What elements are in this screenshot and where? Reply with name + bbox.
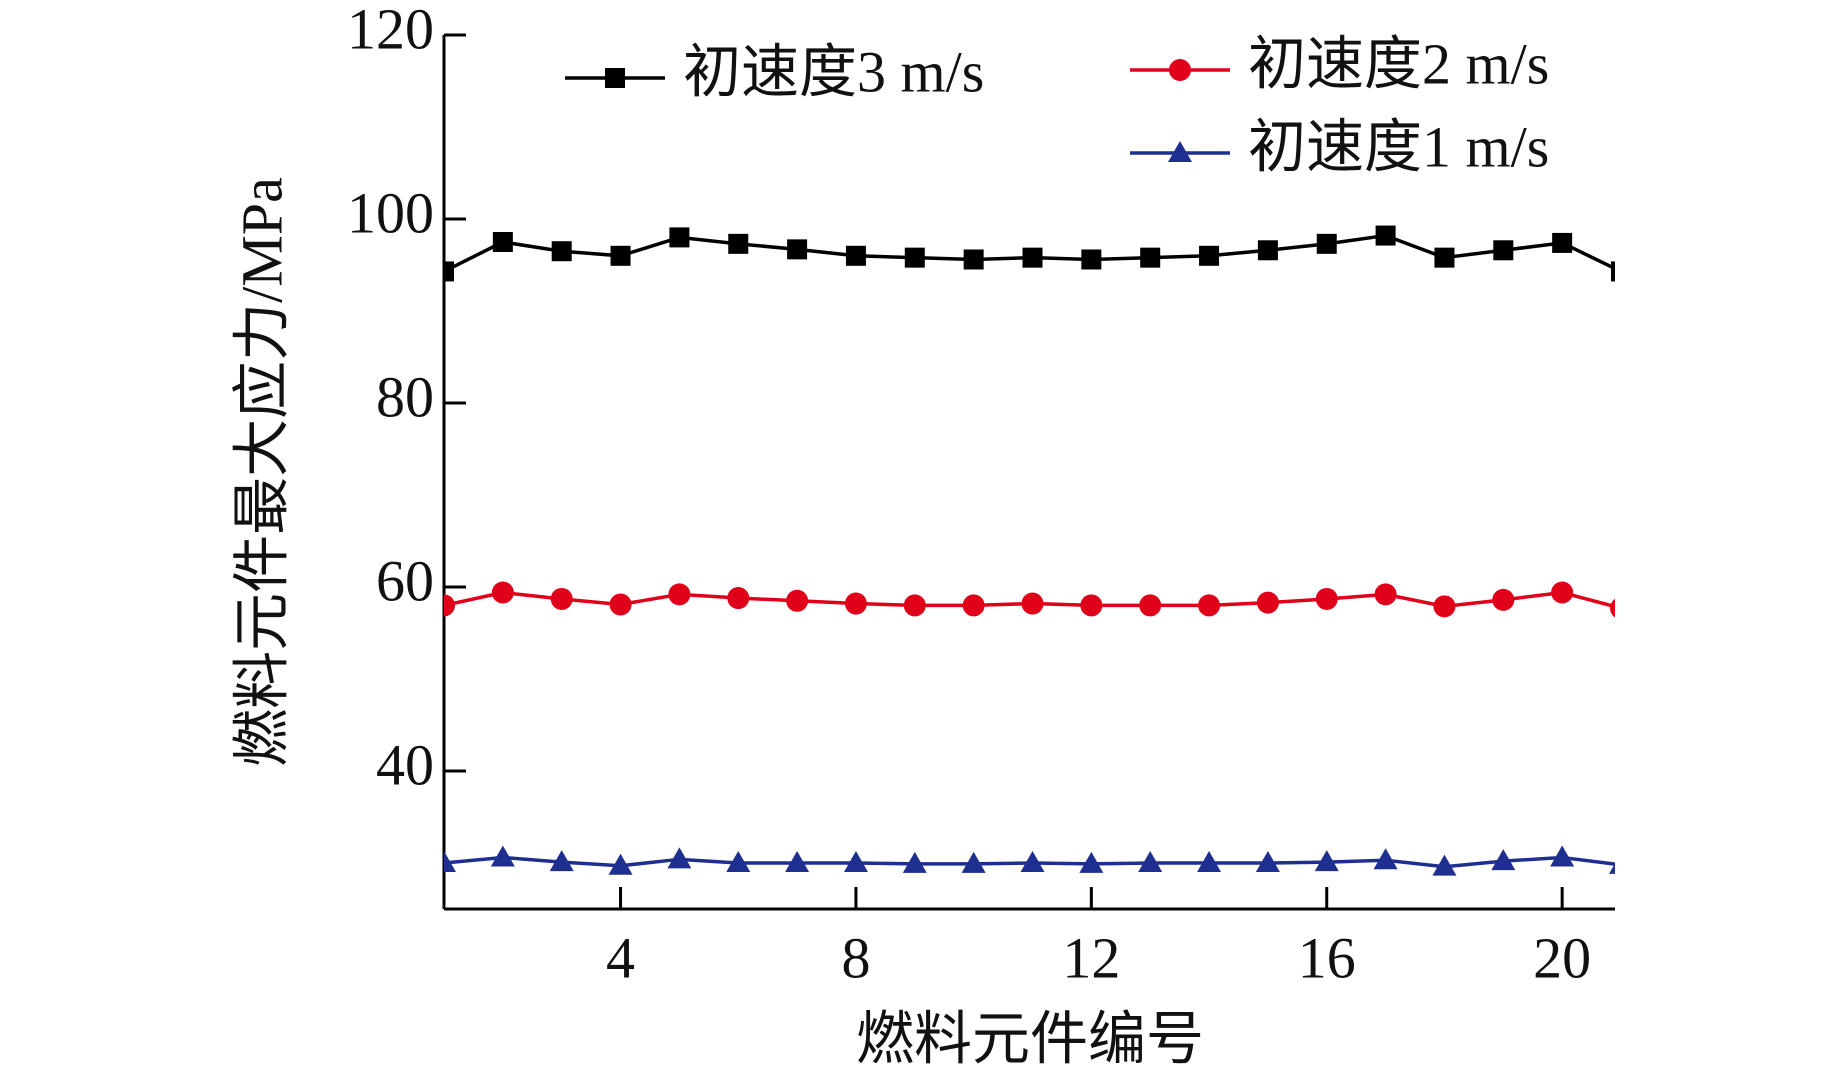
data-point — [1552, 232, 1573, 253]
data-point — [1021, 592, 1044, 615]
x-tick-label: 16 — [1298, 925, 1356, 990]
data-point — [1198, 594, 1221, 617]
y-axis-label: 燃料元件最大应力/MPa — [229, 177, 294, 767]
data-point — [610, 245, 631, 266]
data-point — [1255, 851, 1280, 872]
x-tick-label: 12 — [1062, 925, 1120, 990]
data-point — [785, 851, 810, 872]
data-point — [1491, 849, 1516, 871]
data-point — [1433, 595, 1456, 618]
data-point — [1314, 850, 1339, 872]
y-tick-label: 40 — [376, 732, 434, 797]
data-point — [1316, 233, 1337, 254]
data-point — [726, 851, 751, 872]
data-point — [444, 851, 456, 872]
data-point — [668, 583, 691, 606]
data-point — [845, 245, 866, 266]
data-point — [1139, 594, 1162, 617]
data-point — [1611, 261, 1615, 282]
data-point — [1197, 851, 1222, 872]
data-point — [787, 239, 808, 260]
data-point — [844, 592, 867, 615]
data-point — [1434, 247, 1455, 268]
data-point — [1374, 583, 1397, 606]
data-point — [669, 227, 690, 248]
data-point — [550, 587, 573, 610]
data-point — [1550, 845, 1575, 867]
legend-marker — [1169, 59, 1191, 81]
data-point — [1315, 587, 1338, 610]
data-point — [1081, 249, 1102, 270]
data-point — [1373, 848, 1398, 870]
legend-label: 初速度1 m/s — [1248, 114, 1549, 179]
data-point — [1256, 591, 1279, 614]
data-point — [903, 594, 926, 617]
data-point — [609, 593, 632, 616]
data-point — [1493, 240, 1514, 261]
data-point — [1375, 225, 1396, 246]
data-point — [1199, 245, 1220, 266]
data-point — [963, 249, 984, 270]
data-point — [492, 232, 513, 252]
data-point — [444, 594, 455, 617]
data-point — [728, 233, 749, 254]
data-point — [727, 587, 750, 610]
data-point — [1079, 851, 1104, 873]
y-tick-label: 100 — [347, 180, 434, 245]
data-point — [1551, 581, 1574, 604]
x-axis-label: 燃料元件编号 — [856, 1006, 1204, 1071]
data-point — [1022, 247, 1043, 268]
y-tick-label: 120 — [347, 0, 434, 61]
data-point — [843, 851, 868, 872]
data-point — [904, 247, 925, 268]
data-point — [1140, 247, 1161, 268]
data-point — [667, 847, 692, 869]
data-point — [551, 241, 572, 262]
data-point — [490, 845, 515, 867]
data-point — [786, 589, 809, 612]
legend-label: 初速度2 m/s — [1248, 31, 1549, 96]
y-tick-label: 80 — [376, 364, 434, 429]
data-point — [1138, 851, 1163, 872]
data-point — [1080, 594, 1103, 617]
data-point — [444, 261, 454, 282]
y-tick-label: 60 — [376, 548, 434, 613]
data-point — [1610, 598, 1615, 618]
data-point — [491, 581, 514, 604]
data-point — [1020, 851, 1045, 872]
data-point — [1609, 863, 1615, 874]
legend-marker — [605, 68, 625, 88]
data-point — [962, 594, 985, 617]
data-point — [549, 850, 574, 872]
x-tick-label: 8 — [841, 925, 870, 990]
legend-marker — [1168, 141, 1192, 162]
data-point — [961, 851, 986, 873]
data-point — [1432, 854, 1457, 876]
legend-label: 初速度3 m/s — [683, 39, 984, 104]
x-tick-label: 20 — [1533, 925, 1591, 990]
data-point — [608, 853, 633, 875]
data-point — [1492, 588, 1515, 611]
data-point — [1257, 240, 1278, 261]
data-point — [902, 851, 927, 873]
x-tick-label: 4 — [606, 925, 635, 990]
